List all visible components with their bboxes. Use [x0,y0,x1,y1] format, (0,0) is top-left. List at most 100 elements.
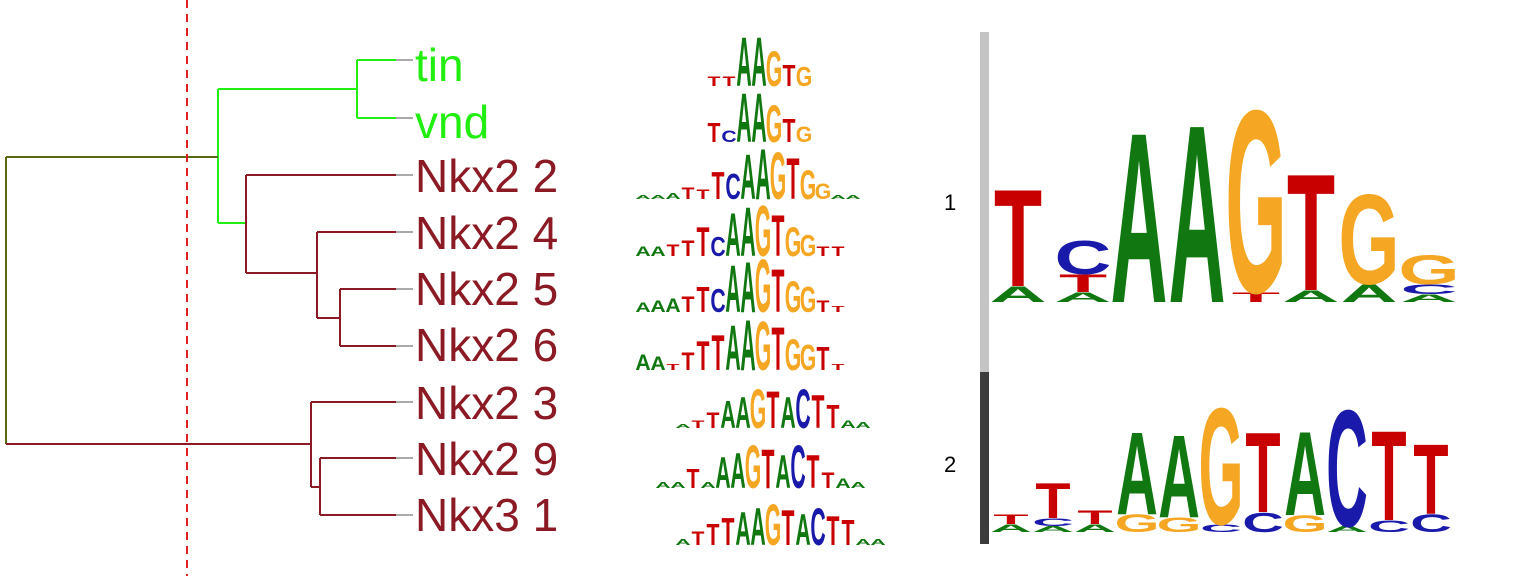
small-logo-2-letter: A [740,143,755,214]
logo-cluster-1-letter: G [1338,170,1399,312]
small-logo-1-letter: T [783,112,796,149]
logo-cluster-2-letter: G [1283,511,1328,537]
logo-cluster-1-letter: T [1059,270,1108,298]
logo-cluster-1-letter: T [1287,139,1335,326]
small-logo-6-letter: A [840,418,855,430]
small-logo-7-letter: A [775,445,790,498]
small-logo-8-letter: A [795,505,810,555]
logo-cluster-2-letter: C [1326,376,1368,562]
small-logo-7-letter: C [790,433,805,501]
logo-cluster-2-letter: T [1077,507,1112,529]
small-logo-8-letter: T [722,510,735,553]
small-logo-3-letter: T [832,244,845,259]
small-logo-8-letter: G [765,493,782,558]
small-logo-8-letter: T [692,529,706,550]
logo-cluster-2-letter: C [1032,516,1074,529]
logo-cluster-1-letter: T [994,161,1042,316]
small-logo-8-letter: T [707,517,720,552]
small-logo-2-letter: A [650,194,665,200]
leaf-label-tin: tin [415,39,464,91]
small-logo-4-letter: A [650,298,666,316]
logo-cluster-2-letter: A [1326,525,1368,534]
small-logo-7-letter: A [715,448,730,498]
small-logo-6-letter: G [750,378,766,440]
logo-cluster-2-letter: T [1413,425,1448,537]
small-logo-8-letter: A [870,538,886,547]
logo-cluster-2-letter: A [1158,410,1200,542]
small-logo-6-letter: T [707,408,721,434]
small-logo-7-letter: G [745,433,761,501]
logo-cluster-2-letter: A [990,522,1032,535]
small-logo-4-letter: T [817,298,830,316]
small-logo-3-letter: T [697,219,710,266]
small-logo-5-letter: T [712,326,725,382]
logo-cluster-2-letter: G [1157,514,1202,537]
cluster-number-2: 2 [944,452,957,477]
small-logo-6-letter: A [780,388,795,438]
small-logo-7-letter: T [687,464,700,494]
small-logo-3-letter: G [800,228,817,263]
logo-cluster-2-letter: A [1284,407,1326,541]
small-logo-0-letter: A [751,24,766,101]
small-logo-0-letter: A [736,24,751,101]
small-logo-8-letter: A [855,538,871,547]
small-logo-0-letter: T [723,74,736,89]
small-logo-3-letter: A [650,244,665,259]
logo-cluster-2-letter: A [1074,522,1116,535]
small-logo-7-letter: A [655,481,671,490]
logo-cluster-1-letter: C [1055,230,1112,284]
small-logo-6-letter: A [855,421,871,430]
small-logo-5-letter: T [682,347,695,375]
small-logo-6-letter: T [692,418,706,430]
logo-cluster-2-letter: C [1200,522,1242,535]
small-logo-6-letter: A [720,393,735,436]
small-logo-4-letter: G [800,280,816,320]
small-logo-1-letter: G [766,95,783,154]
small-logo-1-letter: G [796,122,813,148]
small-logo-5-letter: A [635,350,651,376]
logo-cluster-2-letter: A [1116,407,1158,539]
small-logo-8-letter: T [842,513,855,553]
small-logo-6-letter: A [735,388,750,438]
small-logo-5-letter: T [667,363,680,372]
logo-cluster-2-letter: A [1032,525,1074,534]
logo-cluster-2-letter: T [993,511,1029,527]
small-logo-6-letter: T [767,381,780,440]
small-logo-8-letter: T [782,501,795,557]
small-logo-5-letter: A [725,314,740,385]
small-logo-7-letter: T [762,438,775,500]
small-logo-2-letter: T [712,164,725,207]
cluster-bar-1 [980,32,989,372]
small-logo-3-letter: T [667,242,680,260]
small-logo-7-letter: A [700,481,716,490]
small-logo-1-letter: T [708,118,721,148]
small-logo-5-letter: A [650,354,666,375]
small-logo-5-letter: T [817,340,830,377]
leaf-label-nkx2-6: Nkx2 6 [415,319,559,371]
logo-cluster-2-letter: T [1371,405,1406,548]
logo-cluster-2-letter: C [1368,517,1410,535]
small-logo-3-letter: T [682,236,696,262]
small-logo-2-letter: A [755,135,770,215]
small-logo-6-letter: A [675,423,690,429]
logo-cluster-1-letter: A [1055,289,1112,304]
logo-cluster-2-letter: T [1035,473,1070,529]
logo-cluster-1-letter: T [1232,289,1280,304]
small-logo-7-letter: A [835,476,850,491]
small-logo-4-letter: T [832,305,845,314]
small-logo-6-letter: T [827,398,840,435]
logo-cluster-1-letter: C [1401,281,1458,296]
small-logo-4-letter: T [682,292,696,318]
small-logo-1-letter: C [721,128,737,146]
small-logo-5-letter: G [785,330,802,380]
small-logo-7-letter: T [807,445,820,498]
small-logo-7-letter: A [730,444,745,500]
small-logo-5-letter: G [755,308,771,385]
small-logo-1-letter: A [736,80,751,157]
small-logo-5-letter: G [800,338,816,378]
small-logo-4-letter: A [740,248,755,328]
logo-cluster-1-letter: G [1225,55,1286,347]
small-logo-3-letter: G [785,219,802,266]
